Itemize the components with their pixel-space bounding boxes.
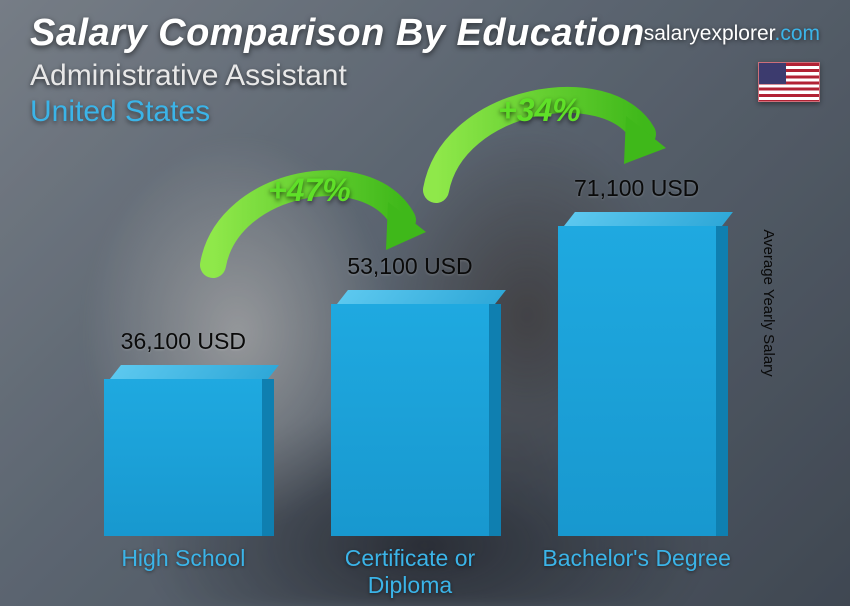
chart-country: United States bbox=[30, 95, 820, 129]
brand-suffix: .com bbox=[774, 22, 820, 45]
bar-chart: 36,100 USD 53,100 USD 71,100 USD bbox=[70, 160, 750, 536]
brand-name: salaryexplorer bbox=[644, 22, 775, 45]
brand-logo: salaryexplorer.com bbox=[644, 22, 820, 46]
bar-group: 36,100 USD bbox=[83, 328, 283, 536]
category-labels: High School Certificate or Diploma Bachelo… bbox=[70, 545, 750, 598]
category-label: Certificate or Diploma bbox=[310, 545, 510, 598]
category-label: Bachelor's Degree bbox=[537, 545, 737, 598]
bar bbox=[104, 365, 262, 536]
bar bbox=[558, 212, 716, 536]
bar bbox=[331, 290, 489, 536]
us-flag-icon bbox=[758, 62, 820, 102]
y-axis-label: Average Yearly Salary bbox=[760, 229, 777, 376]
bar-group: 53,100 USD bbox=[310, 253, 510, 536]
chart-subtitle: Administrative Assistant bbox=[30, 59, 820, 93]
pct-increase-2: +34% bbox=[498, 92, 581, 129]
pct-increase-1: +47% bbox=[268, 172, 351, 209]
category-label: High School bbox=[83, 545, 283, 598]
bar-value-label: 36,100 USD bbox=[121, 328, 246, 355]
bar-group: 71,100 USD bbox=[537, 175, 737, 536]
bar-value-label: 53,100 USD bbox=[347, 253, 472, 280]
bar-value-label: 71,100 USD bbox=[574, 175, 699, 202]
